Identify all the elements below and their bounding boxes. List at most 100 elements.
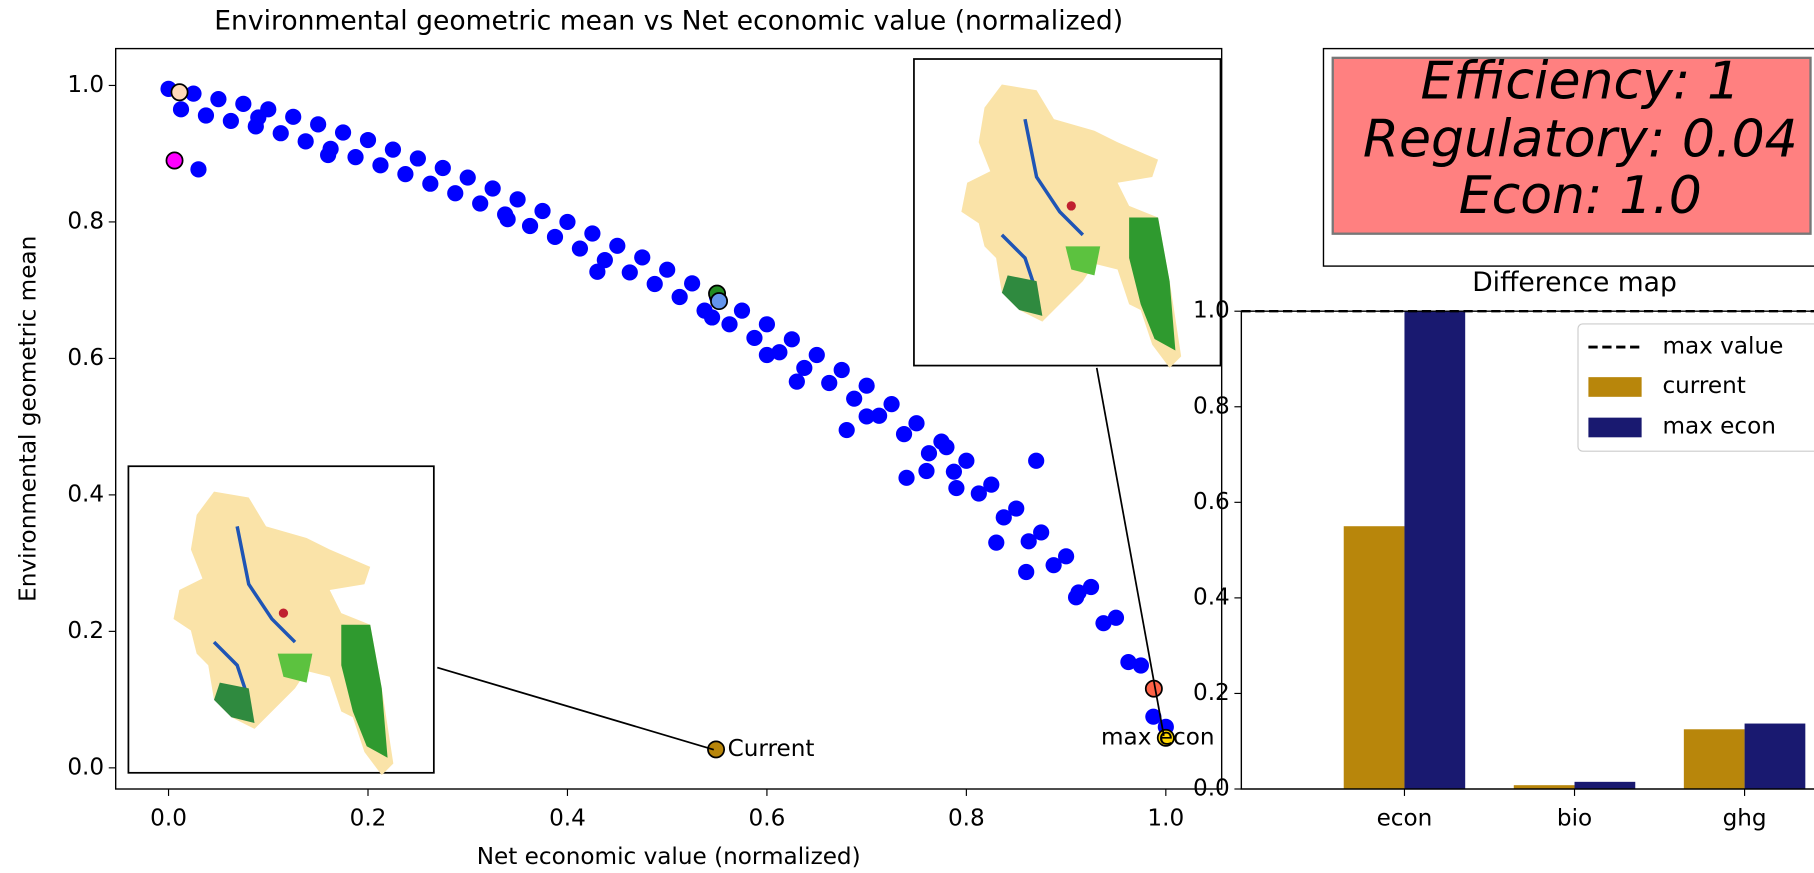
inset-map	[128, 466, 433, 775]
scatter-point	[298, 133, 314, 149]
scatter-point	[883, 396, 899, 412]
scatter-point	[784, 331, 800, 347]
scatter-point	[647, 276, 663, 292]
scatter-point	[472, 195, 488, 211]
scatter-point	[946, 464, 962, 480]
scatter-point	[908, 415, 924, 431]
inset-map	[914, 59, 1221, 368]
scatter-point	[938, 439, 954, 455]
scatter-point	[958, 453, 974, 469]
scatter-point	[721, 316, 737, 332]
scatter-point	[622, 264, 638, 280]
x-tick-label: econ	[1377, 806, 1433, 832]
scatter-point	[171, 84, 187, 100]
scatter-point	[397, 166, 413, 182]
scatter-point	[684, 275, 700, 291]
scatter-point	[460, 169, 476, 185]
scatter-point	[609, 238, 625, 254]
scatter-point	[559, 214, 575, 230]
scatter-point	[166, 152, 182, 168]
scatter-point	[210, 91, 226, 107]
y-tick-label: 0.2	[67, 618, 104, 644]
bar	[1344, 526, 1405, 789]
scatter-point	[223, 113, 239, 129]
scatter-point	[273, 125, 289, 141]
scatter-point	[711, 293, 727, 309]
x-tick-label: 0.4	[549, 806, 586, 832]
scatter-point	[509, 191, 525, 207]
y-tick-label: 0.4	[67, 481, 104, 507]
scatter-point	[1095, 615, 1111, 631]
annotation: max econ	[1101, 724, 1214, 750]
x-tick-label: 0.8	[948, 806, 985, 832]
scatter-point	[347, 149, 363, 165]
y-tick-label: 0.0	[1193, 776, 1230, 802]
figure: Environmental geometric mean vs Net econ…	[0, 0, 1814, 873]
scatter-point	[898, 470, 914, 486]
scatter-point	[948, 480, 964, 496]
scatter-point	[534, 203, 550, 219]
y-tick-label: 0.4	[1193, 584, 1230, 610]
scatter-point	[704, 309, 720, 325]
scatter-point	[996, 509, 1012, 525]
x-tick-label: 0.0	[150, 806, 187, 832]
scatter-point	[859, 378, 875, 394]
scatter-point	[809, 347, 825, 363]
scatter-point	[385, 141, 401, 157]
scatter-point	[522, 218, 538, 234]
x-tick-label: 0.2	[350, 806, 387, 832]
legend-swatch	[1588, 418, 1641, 438]
scatter-point	[672, 289, 688, 305]
x-tick-label: bio	[1557, 806, 1592, 832]
info-text: Regulatory: 0.04	[1363, 109, 1798, 169]
info-text: Econ: 1.0	[1459, 166, 1702, 226]
connector	[437, 668, 713, 750]
scatter-point	[190, 161, 206, 177]
bar	[1745, 724, 1806, 789]
scatter-point	[547, 229, 563, 245]
y-tick-label: 1.0	[67, 72, 104, 98]
chart-title: Environmental geometric mean vs Net econ…	[214, 5, 1123, 36]
scatter-point	[410, 150, 426, 166]
y-tick-label: 0.2	[1193, 680, 1230, 706]
legend-label: current	[1662, 373, 1745, 399]
scatter-point	[435, 160, 451, 176]
scatter-point	[320, 147, 336, 163]
scatter-point	[988, 535, 1004, 551]
scatter-point	[589, 264, 605, 280]
scatter-point	[971, 485, 987, 501]
y-tick-label: 0.0	[67, 754, 104, 780]
x-axis-label: Net economic value (normalized)	[477, 844, 861, 870]
x-tick-label: 1.0	[1147, 806, 1184, 832]
x-tick-label: 0.6	[749, 806, 786, 832]
scatter-point	[839, 422, 855, 438]
scatter-point	[360, 132, 376, 148]
scatter-point	[759, 316, 775, 332]
scatter-point	[335, 124, 351, 140]
annotation: Current	[728, 736, 815, 762]
x-tick-label: ghg	[1723, 806, 1767, 832]
scatter-point	[834, 362, 850, 378]
scatter-point	[746, 330, 762, 346]
scatter-point	[634, 249, 650, 265]
scatter-point	[485, 180, 501, 196]
scatter-point	[821, 375, 837, 391]
scatter-point	[584, 225, 600, 241]
scatter-point	[285, 109, 301, 125]
scatter-point	[235, 96, 251, 112]
scatter-point	[859, 408, 875, 424]
legend-swatch	[1588, 377, 1641, 397]
y-tick-label: 0.6	[1193, 489, 1230, 515]
scatter-point	[1068, 589, 1084, 605]
scatter-point	[659, 262, 675, 278]
scatter-point	[846, 391, 862, 407]
y-tick-label: 0.6	[67, 345, 104, 371]
scatter-point	[918, 463, 934, 479]
page: {"chart_data": [ {"type": "scatter", "ti…	[0, 0, 1814, 873]
scatter-point	[310, 116, 326, 132]
scatter-point	[250, 109, 266, 125]
scatter-point	[734, 303, 750, 319]
bar	[1684, 729, 1745, 789]
scatter-point	[921, 445, 937, 461]
